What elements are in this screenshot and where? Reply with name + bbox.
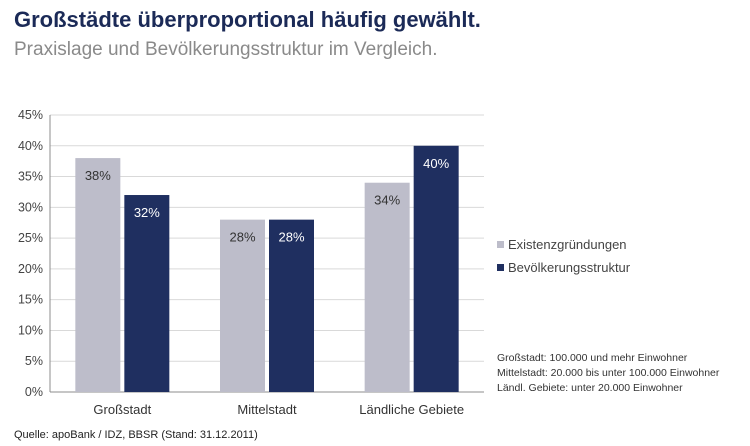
y-tick-label: 15% xyxy=(18,293,43,307)
legend-swatch-bevoelkerungsstruktur xyxy=(497,264,504,271)
data-label: 28% xyxy=(278,230,304,245)
y-tick-label: 30% xyxy=(18,200,43,214)
x-category-label: Großstadt xyxy=(93,402,151,417)
bar xyxy=(364,182,410,392)
bar xyxy=(75,158,121,392)
legend-swatch-existenzgruendungen xyxy=(497,241,504,248)
y-tick-label: 5% xyxy=(25,354,43,368)
chart-subtitle: Praxislage und Bevölkerungsstruktur im V… xyxy=(14,39,438,60)
bar xyxy=(124,195,170,392)
footnote-line: Großstadt: 100.000 und mehr Einwohner xyxy=(497,352,688,364)
y-tick-label: 35% xyxy=(18,170,43,184)
y-tick-label: 10% xyxy=(18,323,43,337)
footnote-line: Mittelstadt: 20.000 bis unter 100.000 Ei… xyxy=(497,367,720,379)
y-tick-label: 45% xyxy=(18,108,43,122)
bar xyxy=(269,219,314,392)
footnote-definitions: Großstadt: 100.000 und mehr Einwohner Mi… xyxy=(497,351,719,396)
bar xyxy=(220,219,265,392)
y-tick-label: 40% xyxy=(18,139,43,153)
footnote-line: Ländl. Gebiete: unter 20.000 Einwohner xyxy=(497,382,683,394)
data-label: 34% xyxy=(374,193,400,208)
bar-chart: 0% 5% 10% 15% 20% 25% 30% 35% 40% 45% Großstadt 38%… xyxy=(18,108,484,417)
x-category-label: Ländliche Gebiete xyxy=(359,402,464,417)
data-label: 28% xyxy=(229,230,255,245)
x-category-label: Mittelstadt xyxy=(237,402,297,417)
chart-title: Großstädte überproportional häufig gewäh… xyxy=(14,7,481,32)
data-label: 40% xyxy=(423,156,449,171)
source-note: Quelle: apoBank / IDZ, BBSR (Stand: 31.1… xyxy=(14,429,258,441)
legend-item-existenzgruendungen: Existenzgründungen xyxy=(497,237,627,252)
data-label: 32% xyxy=(134,205,160,220)
legend-label-bevoelkerungsstruktur: Bevölkerungsstruktur xyxy=(508,260,631,275)
y-tick-label: 0% xyxy=(25,385,43,399)
bar xyxy=(413,145,459,392)
y-tick-label: 20% xyxy=(18,262,43,276)
y-tick-label: 25% xyxy=(18,231,43,245)
legend-label-existenzgruendungen: Existenzgründungen xyxy=(508,237,627,252)
data-label: 38% xyxy=(85,168,111,183)
legend-item-bevoelkerungsstruktur: Bevölkerungsstruktur xyxy=(497,260,630,275)
